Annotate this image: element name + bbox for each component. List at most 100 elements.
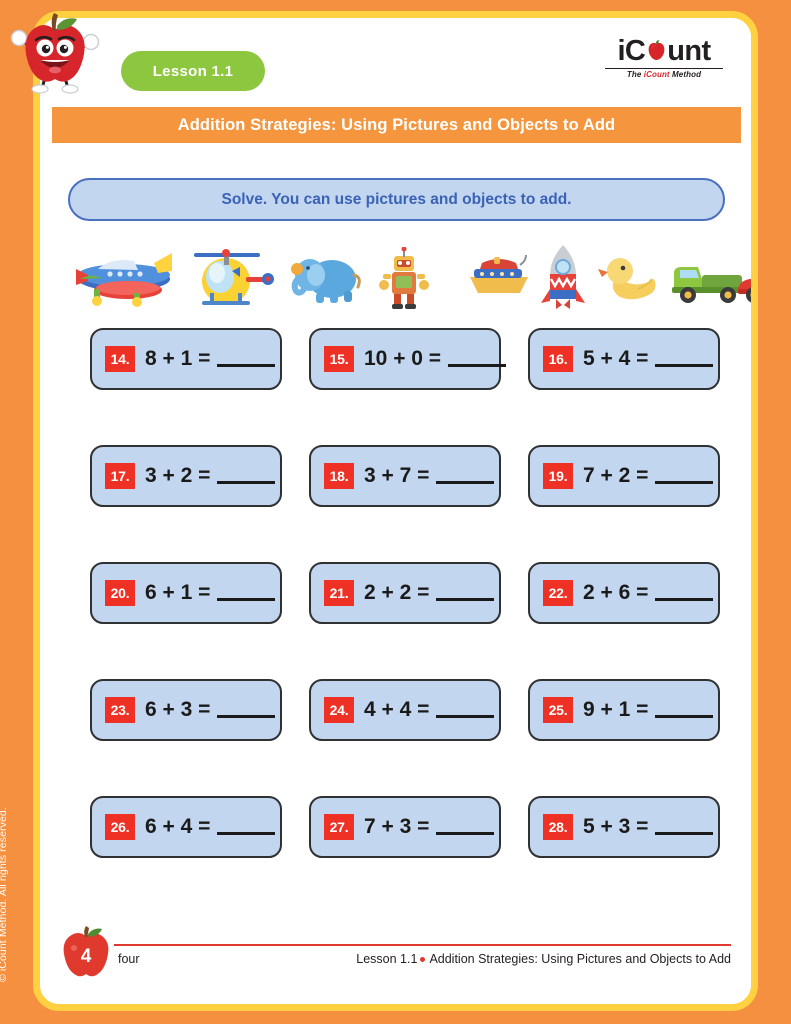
- problem-item[interactable]: 28. 5 + 3 =: [528, 796, 720, 858]
- answer-blank[interactable]: [217, 468, 276, 484]
- problem-item[interactable]: 21. 2 + 2 =: [309, 562, 501, 624]
- page-header: Lesson 1.1 iC unt The iCou: [40, 18, 751, 105]
- problem-row: 26. 6 + 4 = 27. 7 + 3 = 28. 5 + 3 =: [90, 796, 720, 858]
- expression-text: 6 + 4 =: [145, 815, 211, 838]
- answer-blank[interactable]: [448, 351, 507, 367]
- helicopter-toy-icon: [190, 243, 274, 314]
- problem-item[interactable]: 22. 2 + 6 =: [528, 562, 720, 624]
- answer-blank[interactable]: [436, 468, 495, 484]
- problem-number-badge: 18.: [324, 463, 354, 489]
- page-frame: Lesson 1.1 iC unt The iCou: [33, 11, 758, 1011]
- expression-text: 6 + 3 =: [145, 698, 211, 721]
- instruction-box: Solve. You can use pictures and objects …: [68, 178, 725, 221]
- problem-expression: 8 + 1 =: [145, 347, 276, 371]
- expression-text: 2 + 6 =: [583, 581, 649, 604]
- problem-number-badge: 25.: [543, 697, 573, 723]
- expression-text: 3 + 7 =: [364, 464, 430, 487]
- expression-text: 10 + 0 =: [364, 347, 442, 370]
- page-title: Addition Strategies: Using Pictures and …: [177, 115, 616, 134]
- problem-item[interactable]: 23. 6 + 3 =: [90, 679, 282, 741]
- problem-row: 23. 6 + 3 = 24. 4 + 4 = 25. 9 + 1 =: [90, 679, 720, 741]
- problem-number-badge: 21.: [324, 580, 354, 606]
- rocket-toy-icon: [538, 245, 588, 316]
- expression-text: 5 + 4 =: [583, 347, 649, 370]
- expression-text: 5 + 3 =: [583, 815, 649, 838]
- problem-number-badge: 14.: [105, 346, 135, 372]
- problem-grid: 14. 8 + 1 = 15. 10 + 0 = 16. 5 + 4 = 17.…: [90, 328, 720, 858]
- problem-expression: 3 + 7 =: [364, 464, 495, 488]
- problem-expression: 6 + 1 =: [145, 581, 276, 605]
- problem-number-badge: 27.: [324, 814, 354, 840]
- tagline-before: The: [626, 70, 644, 80]
- problem-item[interactable]: 27. 7 + 3 =: [309, 796, 501, 858]
- lesson-badge-label: Lesson 1.1: [152, 62, 234, 80]
- boat-toy-icon: [468, 254, 530, 302]
- apple-logo-icon: [646, 38, 667, 60]
- expression-text: 7 + 2 =: [583, 464, 649, 487]
- problem-number-badge: 23.: [105, 697, 135, 723]
- brand-name-before: iC: [617, 35, 646, 67]
- problem-row: 17. 3 + 2 = 18. 3 + 7 = 19. 7 + 2 =: [90, 445, 720, 507]
- expression-text: 3 + 2 =: [145, 464, 211, 487]
- answer-blank[interactable]: [217, 819, 276, 835]
- problem-expression: 7 + 3 =: [364, 815, 495, 839]
- answer-blank[interactable]: [217, 702, 276, 718]
- brand-wordmark: iC unt: [599, 37, 729, 66]
- toy-illustration-strip: [68, 240, 751, 318]
- brand-tagline: The iCount Method: [599, 70, 729, 79]
- problem-number-badge: 17.: [105, 463, 135, 489]
- page-footer: 4 four Lesson 1.1 Addition Strategies: Us…: [40, 924, 751, 986]
- problem-item[interactable]: 15. 10 + 0 =: [309, 328, 507, 390]
- expression-text: 2 + 2 =: [364, 581, 430, 604]
- problem-expression: 10 + 0 =: [364, 347, 507, 371]
- problem-expression: 9 + 1 =: [583, 698, 714, 722]
- answer-blank[interactable]: [655, 702, 714, 718]
- problem-expression: 7 + 2 =: [583, 464, 714, 488]
- robot-toy-icon: [379, 246, 429, 314]
- lesson-badge: Lesson 1.1: [121, 51, 265, 91]
- answer-blank[interactable]: [217, 351, 276, 367]
- problem-expression: 2 + 2 =: [364, 581, 495, 605]
- duck-toy-icon: [598, 255, 660, 308]
- problem-expression: 2 + 6 =: [583, 581, 714, 605]
- answer-blank[interactable]: [217, 585, 276, 601]
- answer-blank[interactable]: [655, 585, 714, 601]
- problem-expression: 5 + 3 =: [583, 815, 714, 839]
- problem-expression: 5 + 4 =: [583, 347, 714, 371]
- copyright-notice: © iCount Method. All rights reserved.: [0, 807, 9, 982]
- problem-item[interactable]: 17. 3 + 2 =: [90, 445, 282, 507]
- problem-expression: 3 + 2 =: [145, 464, 276, 488]
- answer-blank[interactable]: [655, 468, 714, 484]
- footer-lesson: Lesson 1.1: [356, 952, 418, 966]
- answer-blank[interactable]: [655, 819, 714, 835]
- problem-item[interactable]: 19. 7 + 2 =: [528, 445, 720, 507]
- expression-text: 4 + 4 =: [364, 698, 430, 721]
- footer-lesson-info: Lesson 1.1 Addition Strategies: Using Pic…: [356, 952, 731, 966]
- problem-row: 14. 8 + 1 = 15. 10 + 0 = 16. 5 + 4 =: [90, 328, 720, 390]
- problem-item[interactable]: 14. 8 + 1 =: [90, 328, 282, 390]
- problem-item[interactable]: 20. 6 + 1 =: [90, 562, 282, 624]
- answer-blank[interactable]: [655, 351, 714, 367]
- problem-number-badge: 19.: [543, 463, 573, 489]
- answer-blank[interactable]: [436, 819, 495, 835]
- problem-expression: 4 + 4 =: [364, 698, 495, 722]
- brand-name-after: unt: [667, 35, 711, 67]
- problem-item[interactable]: 18. 3 + 7 =: [309, 445, 501, 507]
- car-toy-icon: [734, 259, 751, 310]
- problem-item[interactable]: 26. 6 + 4 =: [90, 796, 282, 858]
- elephant-toy-icon: [290, 249, 362, 310]
- problem-item[interactable]: 25. 9 + 1 =: [528, 679, 720, 741]
- problem-number-badge: 28.: [543, 814, 573, 840]
- apple-mascot-icon: [9, 10, 101, 94]
- answer-blank[interactable]: [436, 585, 495, 601]
- problem-item[interactable]: 24. 4 + 4 =: [309, 679, 501, 741]
- brand-logo: iC unt The iCount Method: [599, 37, 729, 79]
- tagline-after: Method: [669, 70, 702, 80]
- answer-blank[interactable]: [436, 702, 495, 718]
- expression-text: 8 + 1 =: [145, 347, 211, 370]
- brand-divider: [605, 68, 723, 70]
- problem-item[interactable]: 16. 5 + 4 =: [528, 328, 720, 390]
- page-number-word: four: [118, 952, 140, 966]
- truck-toy-icon: [668, 257, 746, 310]
- airplane-toy-icon: [72, 245, 176, 312]
